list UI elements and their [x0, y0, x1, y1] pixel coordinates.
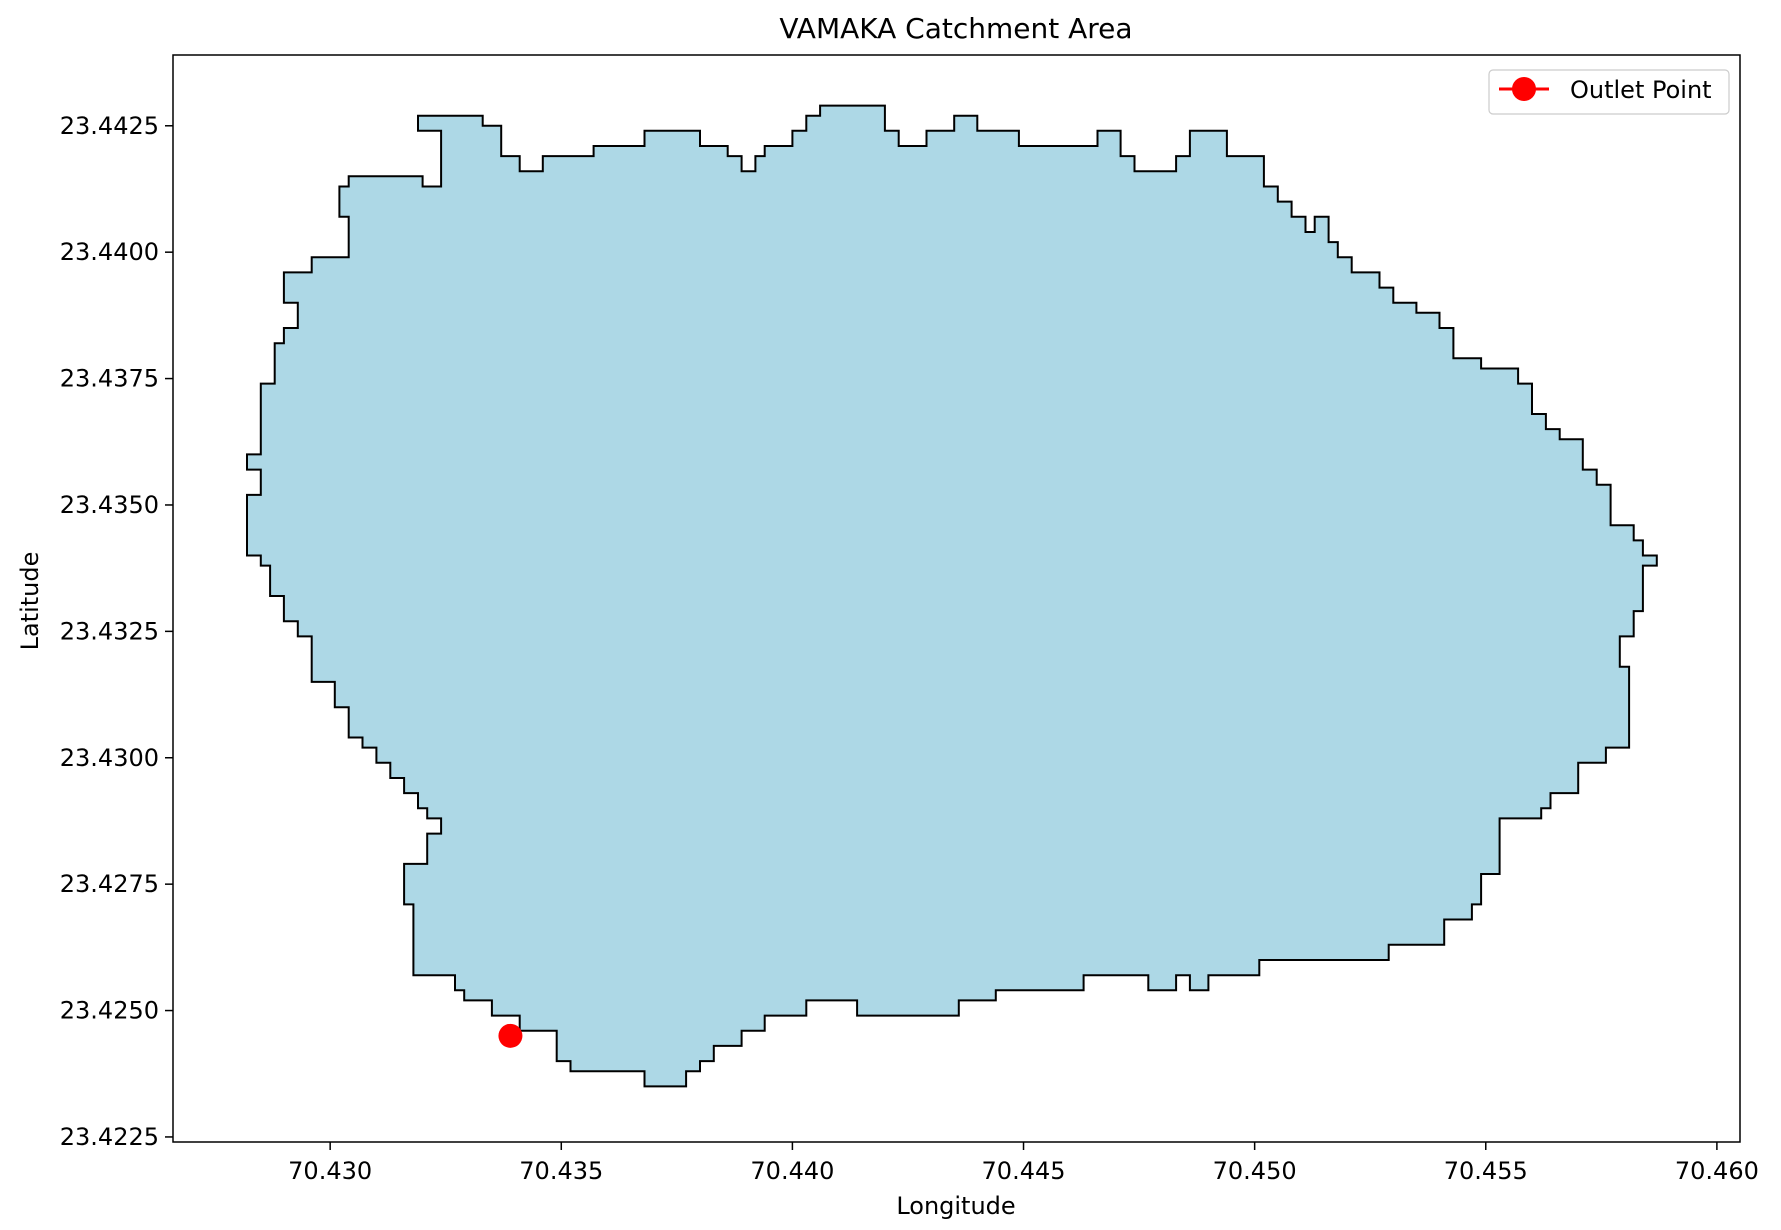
plot-frame	[172, 54, 1741, 1143]
y-tick-label: 23.4250	[60, 997, 159, 1025]
x-tick-label: 70.435	[519, 1157, 603, 1185]
y-axis-label: Latitude	[16, 552, 44, 651]
legend: Outlet Point	[1488, 69, 1730, 115]
y-tick-label: 23.4350	[60, 491, 159, 519]
x-tick-label: 70.440	[750, 1157, 834, 1185]
legend-box	[1488, 69, 1730, 115]
y-tick-label: 23.4325	[60, 617, 159, 645]
y-tick-label: 23.4400	[60, 238, 159, 266]
y-tick-label: 23.4425	[60, 112, 159, 140]
x-axis-ticks: 70.430 70.435 70.440 70.445 70.450 70.455 70.4…	[288, 1142, 1759, 1185]
x-tick-label: 70.430	[288, 1157, 372, 1185]
legend-marker-swatch	[1512, 77, 1536, 101]
y-tick-label: 23.4275	[60, 870, 159, 898]
y-axis-ticks: 23.4225 23.4250 23.4275 23.4300 23.4325 23.43…	[60, 112, 173, 1151]
legend-label-outlet-point: Outlet Point	[1570, 76, 1712, 104]
x-tick-label: 70.455	[1444, 1157, 1528, 1185]
x-tick-label: 70.450	[1213, 1157, 1297, 1185]
x-tick-label: 70.445	[982, 1157, 1066, 1185]
x-axis-label: Longitude	[896, 1192, 1015, 1220]
outlet-point-marker	[498, 1023, 523, 1048]
y-tick-label: 23.4375	[60, 365, 159, 393]
plot-area	[246, 104, 1658, 1088]
y-tick-label: 23.4225	[60, 1123, 159, 1151]
y-tick-label: 23.4300	[60, 744, 159, 772]
x-tick-label: 70.460	[1675, 1157, 1759, 1185]
chart-title: VAMAKA Catchment Area	[779, 12, 1132, 45]
catchment-polygon	[246, 104, 1658, 1088]
